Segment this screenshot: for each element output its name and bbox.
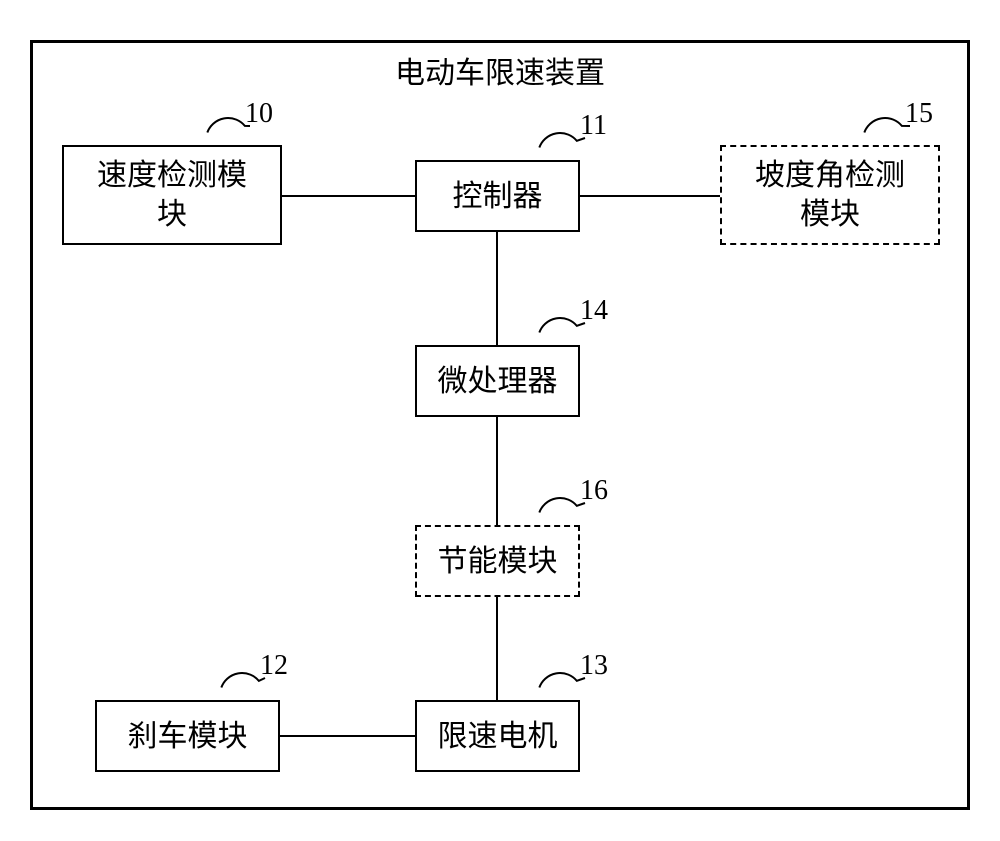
diagram-canvas: 电动车限速装置速度检测模块控制器坡度角检测模块微处理器节能模块刹车模块限速电机1… xyxy=(0,0,1000,841)
callout-arc-n13 xyxy=(0,0,1000,841)
